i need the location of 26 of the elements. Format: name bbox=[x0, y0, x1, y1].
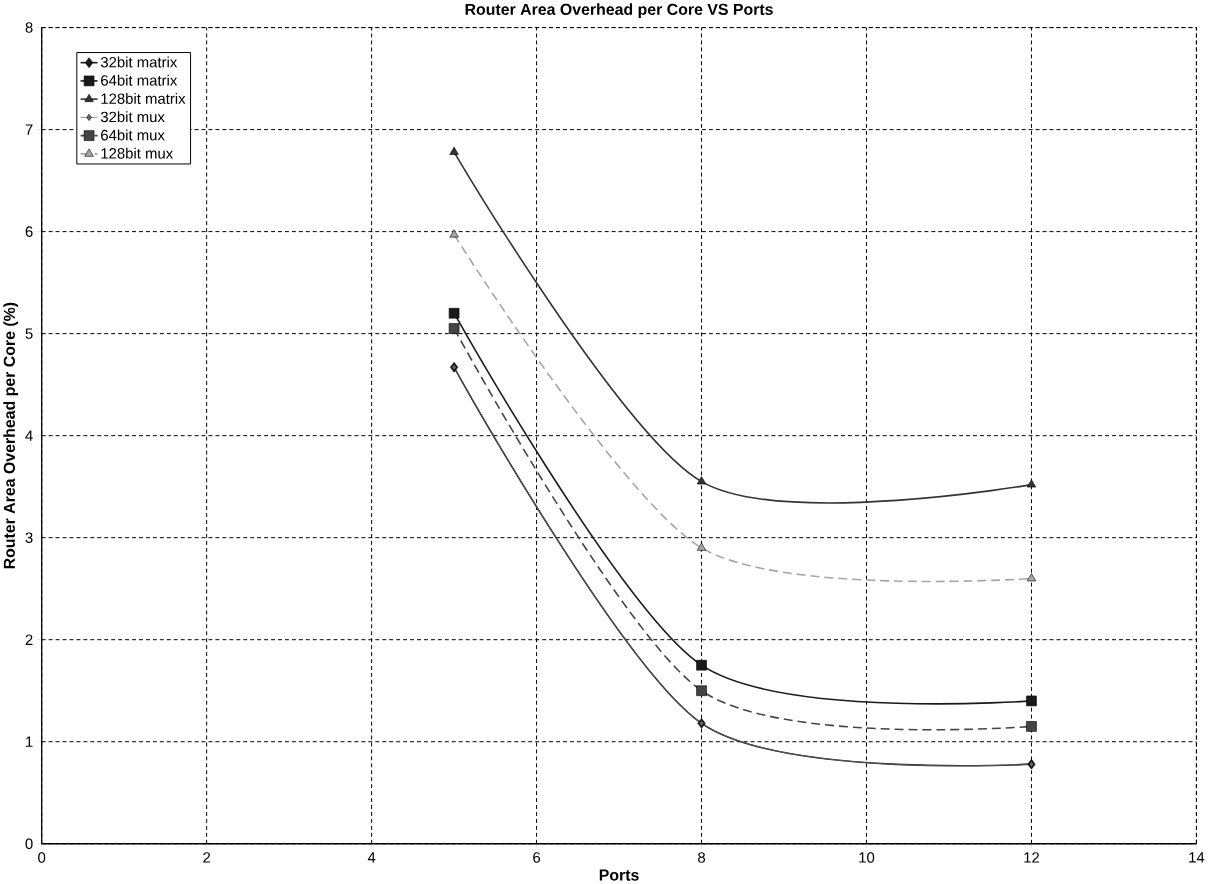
x-axis-title: Ports bbox=[599, 869, 639, 881]
chart-title: Router Area Overhead per Core VS Ports bbox=[465, 3, 773, 19]
y-tick-label: 8 bbox=[25, 22, 33, 33]
x-tick-label: 0 bbox=[38, 852, 46, 863]
x-tick-label: 14 bbox=[1189, 852, 1205, 863]
legend-label: 64bit mux bbox=[101, 129, 165, 141]
y-tick-label: 5 bbox=[25, 328, 33, 339]
x-tick-label: 4 bbox=[367, 852, 376, 863]
legend-label: 64bit matrix bbox=[101, 74, 178, 86]
x-tick-label: 12 bbox=[1024, 852, 1039, 863]
legend-label: 32bit mux bbox=[100, 111, 165, 123]
x-tick-label: 8 bbox=[698, 852, 706, 863]
legend-label: 32bit matrix bbox=[100, 56, 178, 68]
y-tick-label: 4 bbox=[25, 430, 33, 441]
legend-label: 128bit mux bbox=[101, 147, 173, 159]
y-tick-label: 3 bbox=[25, 532, 33, 543]
y-tick-label: 0 bbox=[25, 838, 33, 850]
x-tick-label: 2 bbox=[203, 852, 211, 863]
x-tick-label: 10 bbox=[859, 852, 875, 863]
y-tick-label: 1 bbox=[26, 736, 33, 747]
legend-label: 128bit matrix bbox=[101, 93, 186, 104]
y-tick-label: 6 bbox=[25, 226, 33, 237]
y-tick-label: 2 bbox=[25, 634, 33, 645]
y-tick-label: 7 bbox=[25, 124, 33, 135]
y-axis-title: Router Area Overhead per Core (%) bbox=[3, 302, 19, 569]
x-tick-label: 6 bbox=[533, 852, 541, 863]
